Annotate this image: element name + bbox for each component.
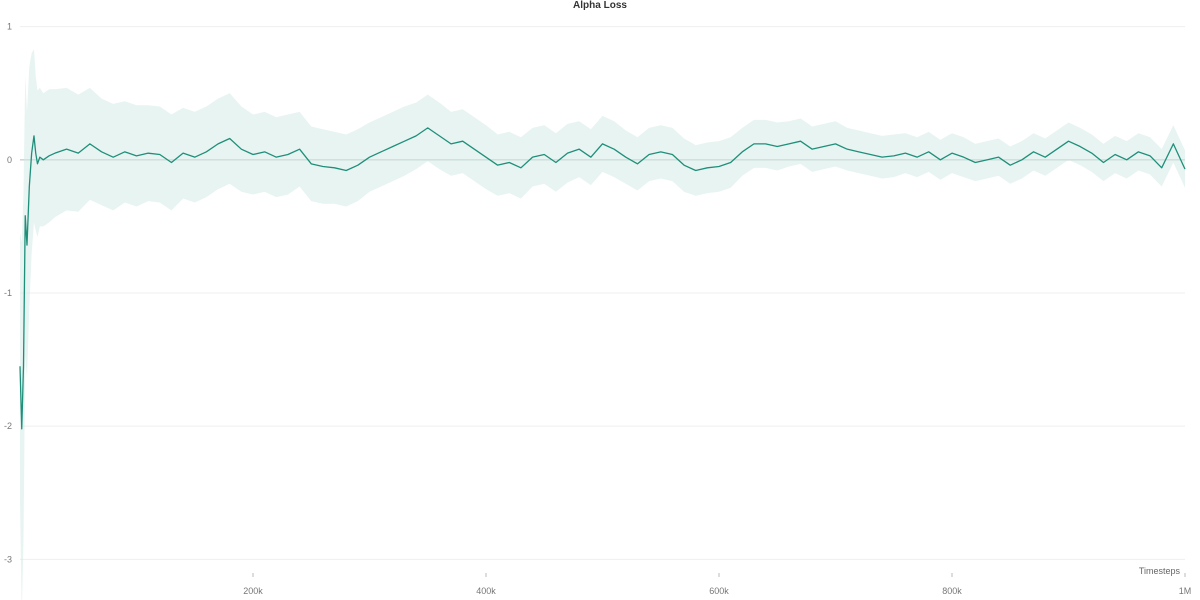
x-tick-label: 800k xyxy=(942,586,962,596)
chart-title: Alpha Loss xyxy=(573,0,627,11)
confidence-band xyxy=(20,49,1185,600)
y-tick-label: -1 xyxy=(4,288,12,298)
x-tick-label: 400k xyxy=(476,586,496,596)
x-tick-label: 200k xyxy=(243,586,263,596)
series-line-layer xyxy=(19,127,1186,430)
y-tick-label: 0 xyxy=(7,155,12,165)
x-tick-label: 600k xyxy=(709,586,729,596)
x-tick-label: 1M xyxy=(1179,586,1192,596)
y-axis-ticks: 1 0 -1 -2 -3 xyxy=(4,22,12,565)
y-tick-label: 1 xyxy=(7,22,12,32)
alpha-loss-line xyxy=(19,127,1186,430)
x-axis-ticks: 200k 400k 600k 800k 1M xyxy=(243,573,1191,596)
confidence-band-layer xyxy=(20,49,1185,600)
y-tick-label: -3 xyxy=(4,554,12,564)
grid-lines xyxy=(20,26,1185,560)
y-tick-label: -2 xyxy=(4,421,12,431)
x-axis-label: Timesteps xyxy=(1139,566,1181,576)
